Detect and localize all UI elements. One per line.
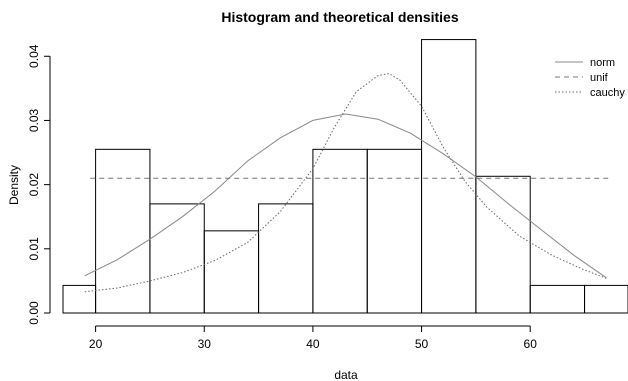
histogram-bar-2 [95,148,151,314]
legend-norm-label: norm [590,57,615,69]
x-axis: 20 30 40 50 60 [89,325,538,351]
x-tick-label-20: 20 [89,337,103,351]
cauchy-curve [84,73,607,293]
y-axis-label: Density [7,165,21,205]
histogram-bar-1 [62,284,97,314]
chart-title: Histogram and theoretical densities [221,9,458,25]
x-tick-label-50: 50 [415,337,429,351]
x-axis-label: data [334,368,358,381]
x-tick-label-60: 60 [524,337,538,351]
histogram-bar-4 [203,230,260,314]
y-axis: 0.00 0.01 0.02 0.03 0.04 [27,44,51,325]
histogram-bar-9 [475,175,531,314]
histogram-bar-7 [366,148,423,314]
legend-cauchy-label: cauchy [590,87,625,99]
y-tick-label-1: 0.01 [27,237,41,261]
histogram-bar-8 [421,39,477,314]
norm-curve [84,113,607,279]
legend-unif-label: unif [590,72,609,84]
y-tick-label-4: 0.04 [27,44,41,68]
x-tick-label-30: 30 [198,337,212,351]
y-tick-label-0: 0.00 [27,301,41,325]
histogram-bar-6 [312,148,368,314]
histogram-bar-10 [529,284,586,314]
y-tick-label-3: 0.03 [27,108,41,132]
x-tick-label-40: 40 [306,337,320,351]
density-curves [84,73,612,293]
y-tick-label-2: 0.02 [27,173,41,197]
histogram-bar-11 [584,284,628,314]
histogram-bars [62,39,628,314]
legend: norm unif cauchy [555,57,625,99]
histogram-bar-5 [258,203,314,314]
